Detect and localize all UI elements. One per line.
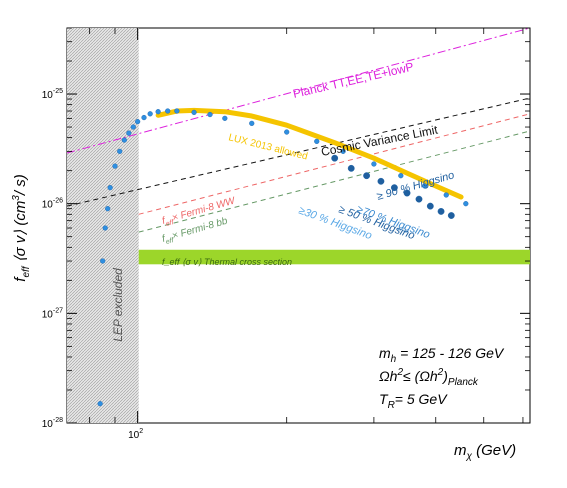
info-tr: TR= 5 GeV <box>379 391 448 411</box>
scatter-point-1-27 <box>463 201 469 207</box>
scatter-point-1-24 <box>398 173 404 179</box>
scatter-point-2-6 <box>415 195 423 203</box>
lep-excluded-label: LEP excluded <box>111 268 125 342</box>
scatter-point-1-0 <box>97 401 103 407</box>
scatter-point-1-6 <box>117 148 123 154</box>
scatter-point-1-23 <box>371 161 377 167</box>
data-series <box>97 107 469 407</box>
thermal-band-label: f_eff ⟨σ v⟩ Thermal cross section <box>162 257 292 267</box>
scatter-point-1-14 <box>165 108 171 114</box>
y-tick-label-0: 10-28 <box>42 417 63 430</box>
scatter-point-1-7 <box>121 137 127 143</box>
scatter-point-2-7 <box>426 202 434 210</box>
scatter-point-1-20 <box>284 129 290 135</box>
axis-ticks: 10-28 10-27 10-26 10-25 102 <box>42 27 530 441</box>
scatter-point-2-3 <box>377 177 385 185</box>
ref-line-3 <box>138 130 531 233</box>
scatter-point-2-5 <box>403 189 411 197</box>
scatter-point-1-12 <box>147 111 153 117</box>
reference-lines <box>66 27 531 233</box>
y-tick-label-3: 10-25 <box>42 88 63 101</box>
info-omega: Ωh2≤ (Ωh2)Planck <box>379 367 479 388</box>
scatter-point-1-25 <box>422 183 428 189</box>
scatter-point-1-1 <box>100 258 106 264</box>
info-mh: mh = 125 - 126 GeV <box>379 345 505 365</box>
scatter-point-2-9 <box>447 212 455 219</box>
scatter-point-1-26 <box>443 192 449 198</box>
scatter-point-1-8 <box>126 130 132 136</box>
scatter-point-1-10 <box>135 119 141 125</box>
y-tick-label-2: 10-26 <box>42 198 63 211</box>
scatter-point-1-18 <box>222 115 228 121</box>
scatter-point-1-15 <box>174 108 180 114</box>
x-tick-label-0: 102 <box>128 428 143 441</box>
scatter-point-1-5 <box>112 163 118 169</box>
lux-band <box>155 107 464 200</box>
thermal-band <box>138 249 530 265</box>
scatter-point-2-0 <box>331 154 339 162</box>
scatter-point-2-4 <box>390 184 398 192</box>
ref-line-2 <box>138 113 531 215</box>
y-tick-label-1: 10-27 <box>42 307 63 320</box>
scatter-point-1-22 <box>340 148 346 154</box>
scatter-point-1-21 <box>314 138 320 144</box>
scatter-point-1-16 <box>191 109 197 115</box>
ref-line-1 <box>66 97 531 207</box>
scatter-point-1-3 <box>105 206 111 212</box>
scatter-point-2-2 <box>363 172 371 180</box>
x-axis-label: mχ (GeV) <box>454 442 516 462</box>
scatter-point-1-17 <box>207 111 213 118</box>
scatter-point-1-19 <box>249 120 255 126</box>
scatter-point-2-8 <box>437 208 445 215</box>
scatter-point-1-11 <box>141 114 147 121</box>
scatter-point-1-2 <box>102 225 108 231</box>
scatter-point-1-4 <box>107 185 113 191</box>
plot-area <box>66 27 531 424</box>
scatter-point-1-13 <box>155 109 161 115</box>
scatter-point-2-1 <box>347 164 355 172</box>
scatter-point-1-9 <box>130 124 136 130</box>
info-box: mh = 125 - 126 GeV Ωh2≤ (Ωh2)Planck TR= … <box>379 345 505 411</box>
y-axis-label: feff ⟨σ v⟩ (cm3/ s) <box>11 174 32 281</box>
lep-excluded-region <box>67 28 139 423</box>
